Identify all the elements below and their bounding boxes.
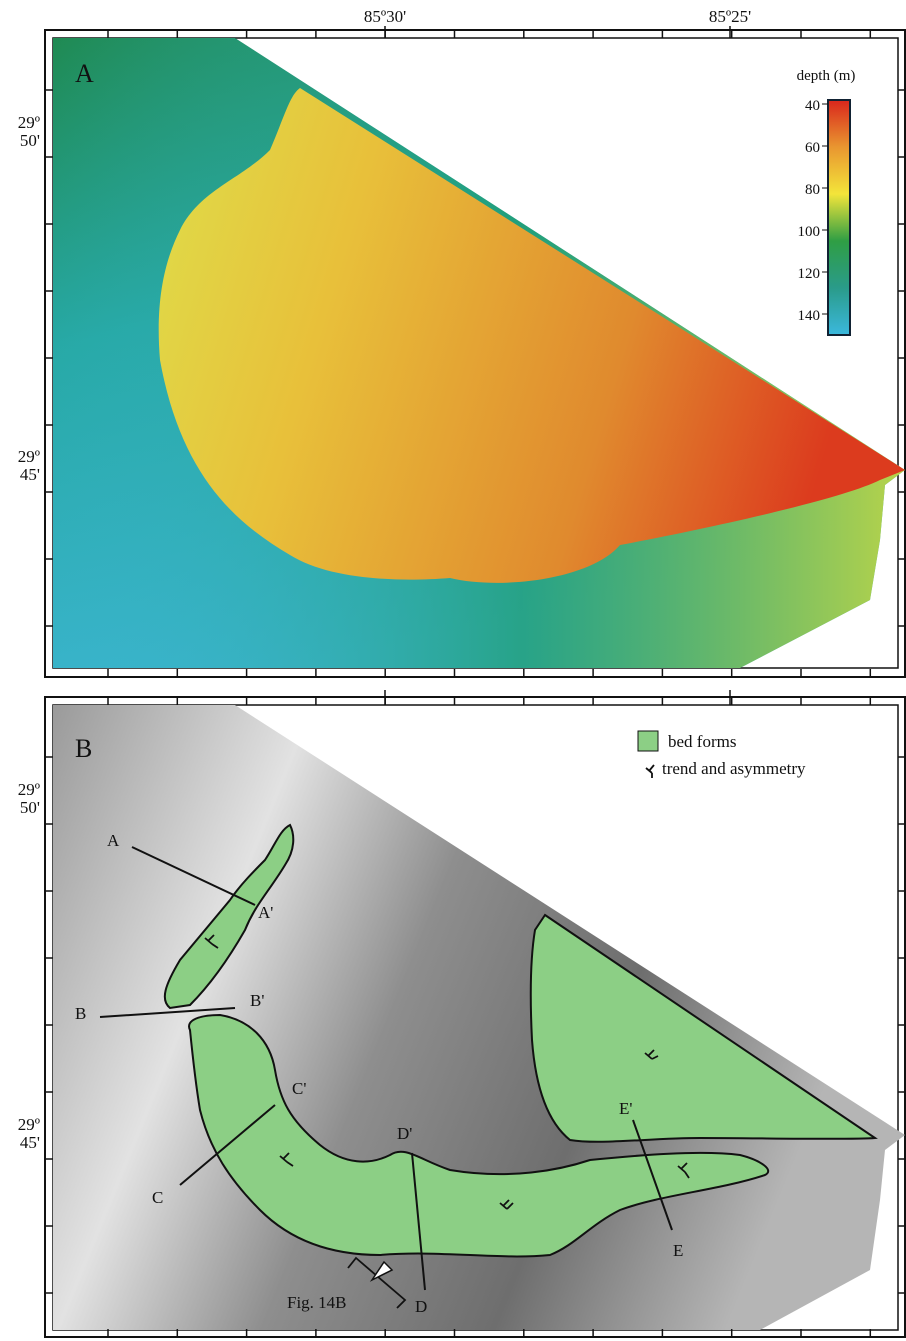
colorbar-tick-label: 60	[805, 140, 820, 156]
profile-label: E	[673, 1241, 683, 1260]
latitude-minutes: 45'	[20, 465, 40, 484]
profile-label: B'	[250, 991, 264, 1010]
latitude-degrees: 29º	[18, 780, 40, 799]
colorbar-ticks: 40 60 80 100 120 140	[798, 98, 829, 324]
colorbar-tick-label: 120	[798, 266, 821, 282]
profile-label: C	[152, 1188, 163, 1207]
legend-label: trend and asymmetry	[662, 759, 806, 778]
latitude-minutes: 45'	[20, 1133, 40, 1152]
profile-label: D	[415, 1297, 427, 1316]
callout-label: Fig. 14B	[287, 1293, 347, 1312]
colorbar	[828, 100, 850, 335]
legend-label: bed forms	[668, 732, 736, 751]
profile-label: C'	[292, 1079, 306, 1098]
longitude-label: 85º25'	[709, 7, 751, 26]
latitude-degrees: 29º	[18, 113, 40, 132]
latitude-minutes: 50'	[20, 131, 40, 150]
legend-symbol	[646, 765, 654, 778]
profile-label: B	[75, 1004, 86, 1023]
latitude-minutes: 50'	[20, 798, 40, 817]
figure: A depth (m) 40 60 80 100 120 140 B bed forms …	[0, 0, 906, 1341]
panel-label: A	[75, 59, 94, 88]
profile-label: E'	[619, 1099, 632, 1118]
colorbar-title: depth (m)	[797, 68, 856, 84]
latitude-degrees: 29º	[18, 447, 40, 466]
latitude-degrees: 29º	[18, 1115, 40, 1134]
profile-label: D'	[397, 1124, 412, 1143]
profile-label: A'	[258, 903, 273, 922]
colorbar-tick-label: 100	[798, 224, 821, 240]
longitude-label: 85º30'	[364, 7, 406, 26]
panel-label: B	[75, 734, 92, 763]
legend-swatch	[638, 731, 658, 751]
colorbar-tick-label: 80	[805, 182, 820, 198]
bed-form-area	[531, 915, 875, 1142]
colorbar-tick-label: 40	[805, 98, 820, 114]
panel-a: A depth (m) 40 60 80 100 120 140	[45, 30, 905, 677]
colorbar-tick-label: 140	[798, 308, 821, 324]
profile-label: A	[107, 831, 120, 850]
panel-b: B bed forms trend and asymmetry A A' B B…	[45, 697, 905, 1337]
